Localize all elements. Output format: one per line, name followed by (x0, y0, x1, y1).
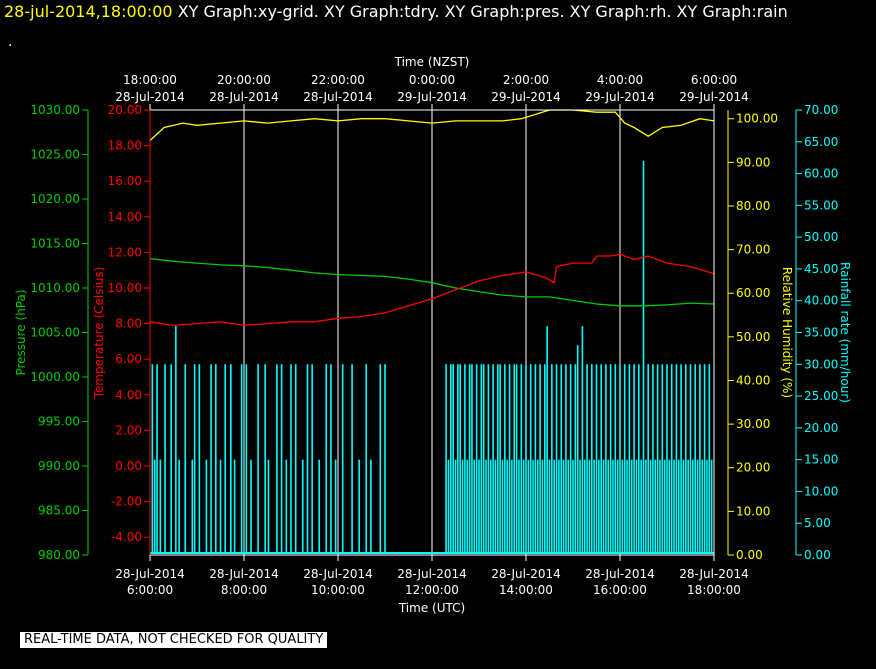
pressure-tick-label: 1005.00 (30, 326, 80, 340)
pressure-tick-label: 1020.00 (30, 192, 80, 206)
rain-tick-label: 5.00 (804, 516, 831, 530)
graph-header: 28-jul-2014,18:00:00 XY Graph:xy-grid. X… (4, 2, 788, 21)
humidity-tick-label: 70.00 (736, 243, 770, 257)
x-bottom-tick-label: 8:00:00 (221, 583, 267, 597)
x-top-tick-label: 29-Jul-2014 (397, 90, 467, 104)
pressure-axis-label: Pressure (hPa) (14, 289, 28, 375)
x-bottom-tick-label: 18:00:00 (687, 583, 741, 597)
temperature-tick-label: -2.00 (111, 495, 142, 509)
rain-tick-label: 55.00 (804, 198, 838, 212)
x-top-tick-label: 0:00:00 (409, 73, 455, 87)
x-bottom-tick-label: 14:00:00 (499, 583, 553, 597)
temperature-tick-label: 6.00 (115, 352, 142, 366)
temperature-tick-label: 0.00 (115, 459, 142, 473)
temperature-axis-label: Temperature (Celsius) (92, 267, 106, 400)
humidity-tick-label: 0.00 (736, 548, 763, 562)
pressure-tick-label: 985.00 (38, 504, 80, 518)
temperature-tick-label: 18.00 (108, 139, 142, 153)
pressure-tick-label: 1015.00 (30, 237, 80, 251)
rain-tick-label: 10.00 (804, 484, 838, 498)
x-bottom-axis-title: Time (UTC) (398, 601, 465, 615)
temperature-tick-label: 14.00 (108, 210, 142, 224)
header-date: 28-jul-2014,18:00:00 (4, 2, 173, 21)
rain-tick-label: 20.00 (804, 421, 838, 435)
humidity-tick-label: 20.00 (736, 461, 770, 475)
x-bottom-tick-label: 28-Jul-2014 (585, 567, 655, 581)
x-bottom-tick-label: 28-Jul-2014 (397, 567, 467, 581)
x-bottom-tick-label: 10:00:00 (311, 583, 365, 597)
x-top-tick-label: 22:00:00 (311, 73, 365, 87)
x-top-tick-label: 29-Jul-2014 (491, 90, 561, 104)
header-dot: . (8, 34, 13, 50)
pressure-line (149, 257, 715, 307)
humidity-tick-label: 40.00 (736, 373, 770, 387)
temperature-tick-label: 10.00 (108, 281, 142, 295)
x-top-tick-label: 28-Jul-2014 (209, 90, 279, 104)
x-bottom-tick-label: 28-Jul-2014 (303, 567, 373, 581)
pressure-tick-label: 1025.00 (30, 148, 80, 162)
temperature-tick-label: 8.00 (115, 317, 142, 331)
temperature-tick-label: 12.00 (108, 245, 142, 259)
x-top-tick-label: 28-Jul-2014 (115, 90, 185, 104)
temperature-tick-label: 16.00 (108, 174, 142, 188)
temperature-tick-label: -4.00 (111, 530, 142, 544)
x-top-tick-label: 28-Jul-2014 (303, 90, 373, 104)
quality-disclaimer: REAL-TIME DATA, NOT CHECKED FOR QUALITY (20, 632, 328, 648)
x-top-tick-label: 29-Jul-2014 (585, 90, 655, 104)
humidity-axis-label: Relative Humidity (%) (780, 267, 794, 398)
humidity-tick-label: 90.00 (736, 155, 770, 169)
rain-bars (150, 160, 714, 554)
axes: 28-Jul-2014 6:00:00 18:00:00 28-Jul-2014 28-… (30, 73, 838, 597)
x-top-tick-label: 18:00:00 (123, 73, 177, 87)
humidity-tick-label: 60.00 (736, 286, 770, 300)
x-top-tick-label: 2:00:00 (503, 73, 549, 87)
temperature-tick-label: 2.00 (115, 423, 142, 437)
humidity-tick-label: 30.00 (736, 417, 770, 431)
rain-tick-label: 45.00 (804, 262, 838, 276)
rain-axis-label: Rainfall rate (mm/hour) (838, 262, 852, 403)
rain-tick-label: 35.00 (804, 326, 838, 340)
temperature-tick-label: 4.00 (115, 388, 142, 402)
pressure-tick-label: 1000.00 (30, 370, 80, 384)
header-graph-list: XY Graph:xy-grid. XY Graph:tdry. XY Grap… (177, 2, 788, 21)
x-top-tick-label: 20:00:00 (217, 73, 271, 87)
humidity-tick-label: 80.00 (736, 199, 770, 213)
rain-tick-label: 30.00 (804, 357, 838, 371)
pressure-tick-label: 1010.00 (30, 281, 80, 295)
rain-tick-label: 70.00 (804, 103, 838, 117)
x-top-tick-label: 29-Jul-2014 (679, 90, 749, 104)
pressure-tick-label: 990.00 (38, 459, 80, 473)
rain-tick-label: 50.00 (804, 230, 838, 244)
rain-tick-label: 15.00 (804, 453, 838, 467)
x-bottom-tick-label: 28-Jul-2014 (115, 567, 185, 581)
pressure-tick-label: 980.00 (38, 548, 80, 562)
rain-tick-label: 65.00 (804, 135, 838, 149)
humidity-tick-label: 100.00 (736, 112, 778, 126)
temperature-tick-label: 20.00 (108, 103, 142, 117)
rain-tick-label: 60.00 (804, 167, 838, 181)
x-top-tick-label: 6:00:00 (691, 73, 737, 87)
temperature-line (149, 253, 715, 327)
x-top-axis-title: Time (NZST) (394, 55, 470, 69)
x-bottom-tick-label: 12:00:00 (405, 583, 459, 597)
x-bottom-tick-label: 28-Jul-2014 (679, 567, 749, 581)
rain-tick-label: 25.00 (804, 389, 838, 403)
humidity-tick-label: 50.00 (736, 330, 770, 344)
x-bottom-tick-label: 28-Jul-2014 (209, 567, 279, 581)
humidity-tick-label: 10.00 (736, 504, 770, 518)
data-lines (149, 109, 715, 327)
pressure-tick-label: 1030.00 (30, 103, 80, 117)
x-bottom-tick-label: 16:00:00 (593, 583, 647, 597)
x-bottom-tick-label: 28-Jul-2014 (491, 567, 561, 581)
humidity-line (149, 109, 715, 141)
pressure-tick-label: 995.00 (38, 415, 80, 429)
rain-tick-label: 40.00 (804, 294, 838, 308)
x-top-tick-label: 4:00:00 (597, 73, 643, 87)
x-bottom-tick-label: 6:00:00 (127, 583, 173, 597)
rain-tick-label: 0.00 (804, 548, 831, 562)
